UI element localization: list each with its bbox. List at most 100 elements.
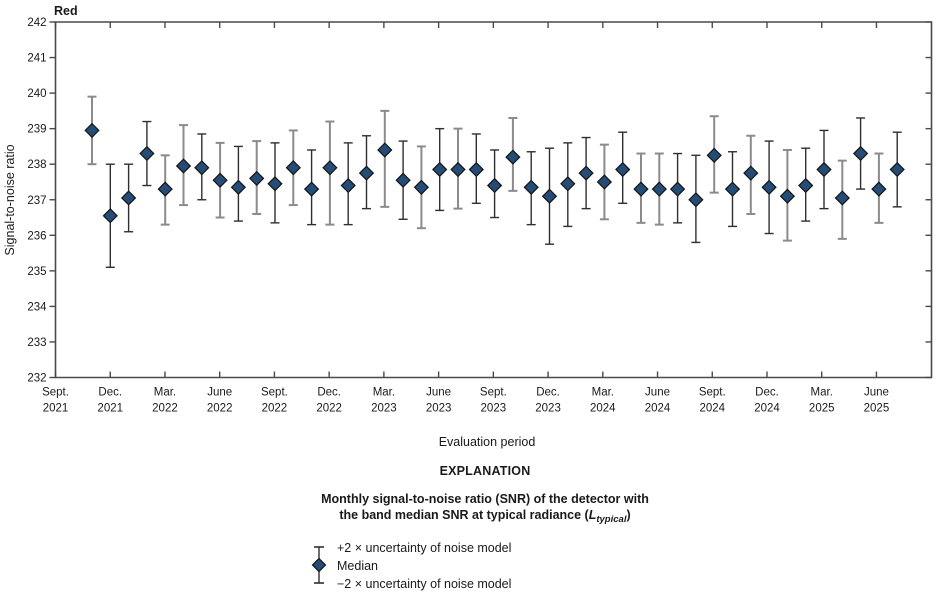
plot-area: 232 233 234 235 236 237 238 239 240 241 242 Sept. 20… [27,17,933,415]
y-tick-label: 238 [27,159,46,171]
x-tick-month: Sept. [699,387,726,399]
median-diamond [120,190,137,206]
median-diamond [541,188,558,204]
median-diamond [615,161,631,178]
median-diamond [798,177,814,194]
x-tick-year: 2025 [809,403,835,415]
x-tick-year: 2024 [699,403,725,415]
x-tick-year: 2021 [97,403,123,415]
median-diamond [505,149,521,165]
explanation-block: EXPLANATION Monthly signal-to-noise rati… [14,464,942,528]
legend-item-upper-uncertainty: +2 × uncertainty of noise model [337,541,512,555]
x-tick-month: Sept. [261,387,288,399]
legend-caption: Monthly signal-to-noise ratio (SNR) of t… [14,491,942,528]
x-tick-month: Mar. [592,387,614,399]
legend-caption-line1: Monthly signal-to-noise ratio (SNR) of t… [321,492,649,506]
median-diamond [816,161,832,178]
legend-median-diamond [311,557,327,573]
x-tick-month: Dec. [98,387,122,399]
median-diamond [340,177,356,194]
median-diamond [377,142,393,158]
median-diamond [450,161,466,178]
median-diamond [761,179,777,195]
x-tick-month: Dec. [317,387,341,399]
median-diamond [724,181,741,197]
legend-item-median: Median [337,559,378,573]
median-diamond [157,181,173,197]
median-diamond [175,158,192,174]
y-axis-label: Signal-to-noise ratio [3,144,17,255]
median-diamond [560,176,576,192]
x-tick-month: June [426,387,451,399]
x-tick-month: June [207,387,232,399]
median-diamond [249,170,265,187]
x-tick-year: 2025 [864,403,890,415]
radiance-subscript: typical [596,514,627,525]
x-tick-year: 2024 [645,403,671,415]
median-diamond [743,165,759,181]
y-tick-label: 235 [27,266,46,278]
median-diamond [834,190,850,206]
y-tick-label: 232 [27,373,46,385]
y-tick-label: 236 [27,230,46,242]
x-tick-month: Mar. [154,387,176,399]
chart-title: Red [54,4,78,18]
x-tick-month: Dec. [755,387,779,399]
y-tick-label: 237 [27,195,46,207]
median-diamond [578,165,594,181]
median-diamond [688,192,704,208]
errorbar-median-symbol [311,546,327,584]
radiance-symbol: L [588,508,597,522]
y-tick-label: 241 [27,53,46,65]
median-diamond [432,161,448,178]
median-diamond [303,181,320,197]
median-diamond [633,181,649,197]
median-diamond [194,160,210,176]
x-tick-year: 2024 [754,403,780,415]
median-diamond [395,172,411,188]
x-tick-year: 2023 [481,403,507,415]
x-tick-year: 2023 [535,403,561,415]
y-tick-label: 240 [27,88,46,100]
x-tick-year: 2024 [590,403,616,415]
median-diamond [102,208,118,224]
x-tick-year: 2023 [371,403,397,415]
x-tick-year: 2022 [152,403,178,415]
median-diamond [413,179,430,195]
x-tick-year: 2022 [207,403,233,415]
y-tick-label: 242 [27,17,46,29]
explanation-heading: EXPLANATION [439,464,531,478]
median-diamond [871,181,887,197]
median-diamond [285,160,301,176]
median-diamond [779,188,796,204]
x-tick-month: Sept. [42,387,69,399]
x-tick-month: Mar. [811,387,833,399]
x-tick-month: Dec. [536,387,560,399]
x-tick-year: 2022 [316,403,342,415]
x-tick-year: 2022 [262,403,288,415]
x-tick-year: 2023 [426,403,452,415]
snr-chart: Red Signal-to-noise ratio Evaluation per… [3,4,933,449]
median-diamond [267,176,283,192]
legend-caption-line2: the band median SNR at typical radiance … [339,508,631,525]
legend-items: +2 × uncertainty of noise model Median −… [310,539,511,593]
median-diamond [706,147,722,163]
y-tick-label: 233 [27,337,46,349]
median-diamond [468,161,484,178]
median-diamond [322,160,338,176]
y-tick-label: 239 [27,124,46,136]
median-diamond [358,165,375,181]
median-diamond [523,179,539,195]
median-diamond [596,174,613,190]
legend-item-lower-uncertainty: −2 × uncertainty of noise model [337,577,512,591]
median-diamond [212,172,228,188]
x-tick-month: Sept. [480,387,507,399]
median-diamond [486,177,503,194]
x-tick-month: June [864,387,889,399]
y-tick-label: 234 [27,301,47,313]
axes-box [54,21,933,379]
median-diamond [651,181,667,197]
x-tick-month: June [645,387,670,399]
median-diamond [230,179,247,195]
